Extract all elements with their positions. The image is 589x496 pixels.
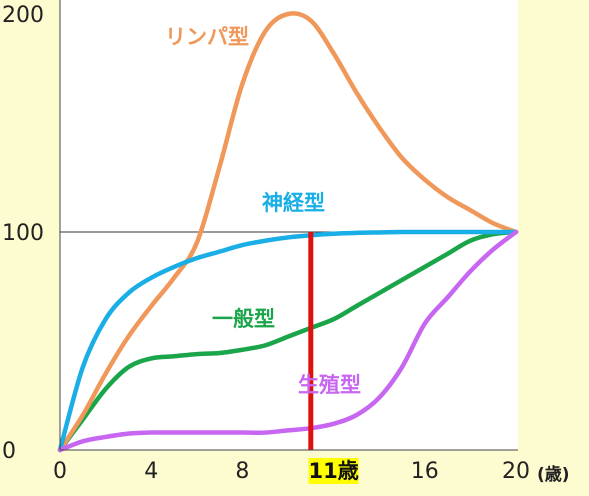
x-tick-label: 16 xyxy=(411,459,439,484)
series-label-lymphoid: リンパ型 xyxy=(165,25,249,49)
series-line-lymphoid xyxy=(57,11,519,453)
x-tick-label: 8 xyxy=(235,459,249,484)
series-label-neural: 神経型 xyxy=(262,191,325,215)
series-line-reproductive xyxy=(57,229,519,453)
series-label-reproductive: 生殖型 xyxy=(298,373,361,397)
x-tick-label: 4 xyxy=(144,459,158,484)
x-tick-label: 20 xyxy=(502,459,530,484)
y-tick-label: 100 xyxy=(2,221,44,246)
series-line-general xyxy=(57,229,519,453)
plot-area xyxy=(60,0,518,450)
x-axis-unit: (歳) xyxy=(537,464,570,485)
x-tick-label: 0 xyxy=(53,459,67,484)
series-label-general: 一般型 xyxy=(212,307,275,331)
y-tick-label: 200 xyxy=(2,3,44,28)
series-line-neural xyxy=(57,229,519,453)
x-tick-highlight xyxy=(308,458,359,484)
x-tick-label-highlighted: 11歳 xyxy=(308,459,358,483)
y-tick-label: 0 xyxy=(2,439,16,464)
